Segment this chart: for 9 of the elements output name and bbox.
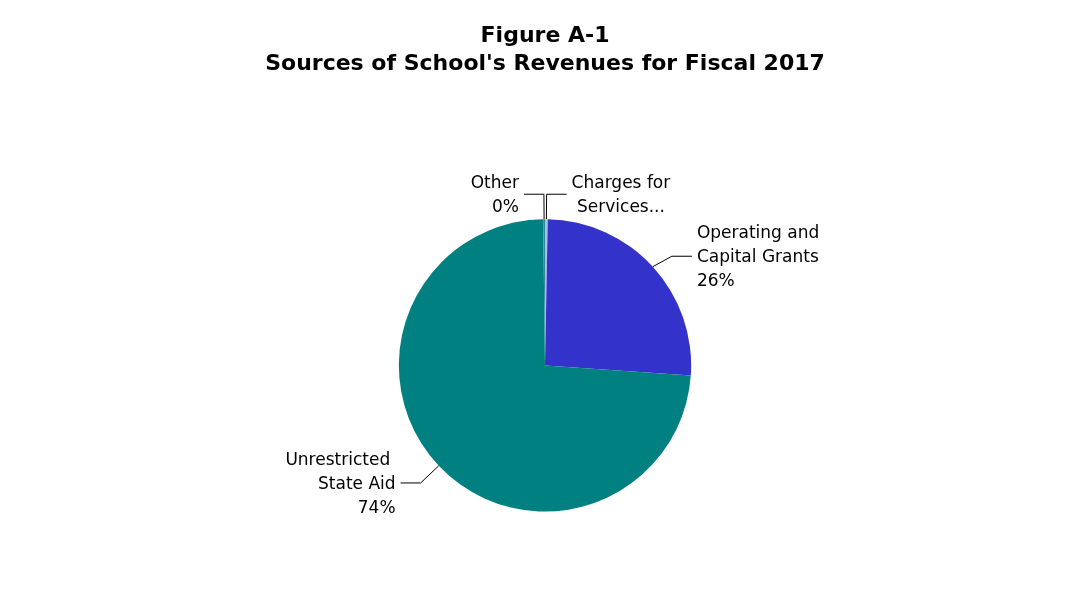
slice-label: Unrestricted State Aid bbox=[285, 448, 396, 493]
data-label: 26% bbox=[696, 270, 735, 291]
chart-title: Figure A-1 bbox=[480, 21, 610, 47]
chart-subtitle: Sources of School's Revenues for Fiscal 2017 bbox=[265, 49, 825, 75]
slice-label: Charges for Services... bbox=[571, 172, 671, 217]
data-label: 74% bbox=[357, 496, 396, 517]
data-label: 0% bbox=[491, 196, 519, 217]
slice-label: Operating and Capital Grants bbox=[696, 222, 825, 267]
slice-label: Other bbox=[470, 172, 519, 193]
